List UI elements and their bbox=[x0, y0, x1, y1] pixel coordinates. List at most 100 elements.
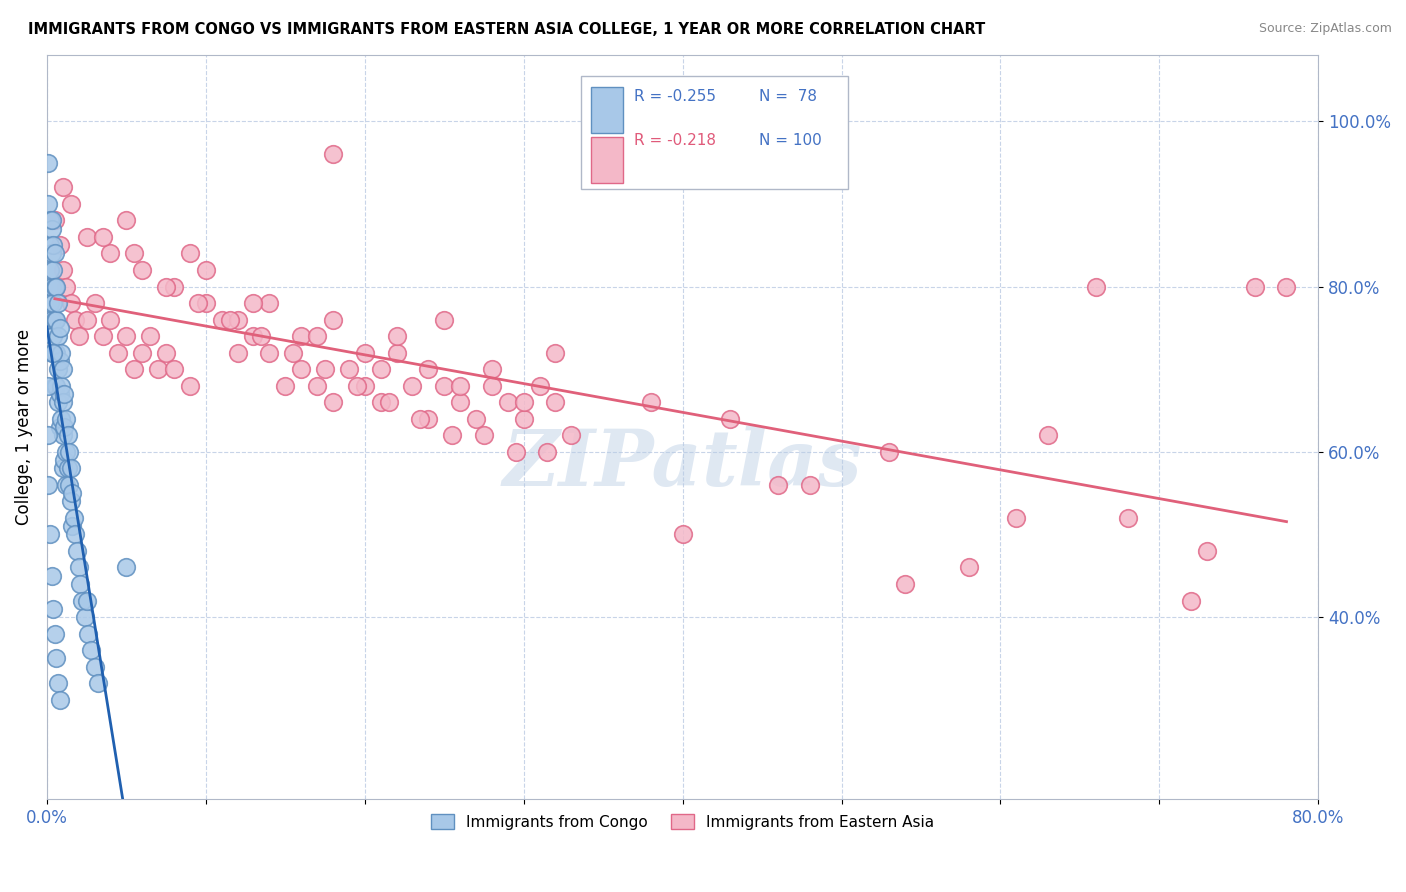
Point bbox=[146, 362, 169, 376]
Point bbox=[307, 378, 329, 392]
Point bbox=[44, 246, 66, 260]
Point bbox=[307, 329, 329, 343]
Point bbox=[465, 411, 488, 425]
Point bbox=[163, 279, 186, 293]
Point bbox=[1036, 428, 1059, 442]
Point bbox=[115, 560, 138, 574]
Text: ZIPatlas: ZIPatlas bbox=[503, 425, 862, 502]
Point bbox=[1195, 544, 1218, 558]
Point bbox=[55, 279, 77, 293]
Point bbox=[449, 378, 471, 392]
Point bbox=[55, 444, 77, 458]
Point bbox=[70, 593, 93, 607]
Point bbox=[83, 296, 105, 310]
Point bbox=[100, 246, 122, 260]
Point bbox=[48, 238, 70, 252]
Point bbox=[48, 420, 70, 434]
Point bbox=[1180, 593, 1202, 607]
Point bbox=[45, 312, 67, 326]
Point bbox=[314, 362, 336, 376]
Point bbox=[179, 378, 201, 392]
Point bbox=[42, 345, 65, 359]
Point bbox=[124, 246, 146, 260]
Point bbox=[505, 444, 527, 458]
Point bbox=[481, 378, 503, 392]
Point bbox=[44, 312, 66, 326]
Point bbox=[259, 345, 281, 359]
Point bbox=[91, 230, 114, 244]
Point bbox=[65, 527, 87, 541]
Point bbox=[353, 378, 375, 392]
Point bbox=[53, 420, 76, 434]
Point bbox=[100, 312, 122, 326]
Point bbox=[290, 362, 312, 376]
Point bbox=[52, 263, 75, 277]
Y-axis label: College, 1 year or more: College, 1 year or more bbox=[15, 329, 32, 525]
Point bbox=[107, 345, 129, 359]
Point bbox=[37, 428, 59, 442]
Point bbox=[179, 246, 201, 260]
Point bbox=[544, 345, 567, 359]
Point bbox=[115, 213, 138, 227]
Point bbox=[41, 345, 63, 359]
Point bbox=[48, 692, 70, 706]
FancyBboxPatch shape bbox=[581, 76, 848, 189]
Point bbox=[640, 395, 662, 409]
Point bbox=[44, 626, 66, 640]
Point bbox=[60, 519, 83, 533]
Legend: Immigrants from Congo, Immigrants from Eastern Asia: Immigrants from Congo, Immigrants from E… bbox=[425, 808, 941, 836]
Point bbox=[55, 411, 77, 425]
Point bbox=[59, 461, 82, 475]
Point bbox=[194, 296, 217, 310]
Point bbox=[56, 428, 79, 442]
Point bbox=[87, 676, 110, 690]
Point bbox=[67, 560, 90, 574]
Point bbox=[370, 395, 392, 409]
Point bbox=[957, 560, 980, 574]
Point bbox=[39, 238, 62, 252]
Text: R = -0.255: R = -0.255 bbox=[634, 88, 716, 103]
Point bbox=[51, 345, 73, 359]
Point bbox=[53, 453, 76, 467]
Point bbox=[187, 296, 209, 310]
Point bbox=[322, 147, 344, 161]
Point bbox=[42, 601, 65, 615]
Point bbox=[1243, 279, 1265, 293]
Point bbox=[48, 354, 70, 368]
Point bbox=[83, 659, 105, 673]
Point bbox=[52, 395, 75, 409]
Point bbox=[242, 296, 264, 310]
Point bbox=[46, 676, 69, 690]
Point bbox=[481, 362, 503, 376]
Point bbox=[346, 378, 368, 392]
Point bbox=[385, 345, 408, 359]
Point bbox=[131, 345, 153, 359]
Point bbox=[226, 345, 249, 359]
Point bbox=[76, 593, 98, 607]
Point bbox=[65, 312, 87, 326]
Point bbox=[69, 577, 91, 591]
Point bbox=[472, 428, 495, 442]
Point bbox=[46, 296, 69, 310]
Point bbox=[45, 651, 67, 665]
Point bbox=[76, 312, 98, 326]
Point bbox=[58, 478, 80, 492]
Point bbox=[51, 378, 73, 392]
Point bbox=[536, 444, 558, 458]
Point bbox=[77, 626, 100, 640]
Point bbox=[60, 486, 83, 500]
Point bbox=[283, 345, 305, 359]
Point bbox=[449, 395, 471, 409]
Point bbox=[877, 444, 900, 458]
Point bbox=[41, 246, 63, 260]
Point bbox=[45, 378, 67, 392]
Point bbox=[242, 329, 264, 343]
Point bbox=[67, 329, 90, 343]
Text: N = 100: N = 100 bbox=[759, 133, 821, 148]
Point bbox=[59, 197, 82, 211]
Point bbox=[718, 411, 741, 425]
Point bbox=[418, 411, 440, 425]
Point bbox=[37, 478, 59, 492]
Point bbox=[53, 387, 76, 401]
Point bbox=[41, 568, 63, 582]
